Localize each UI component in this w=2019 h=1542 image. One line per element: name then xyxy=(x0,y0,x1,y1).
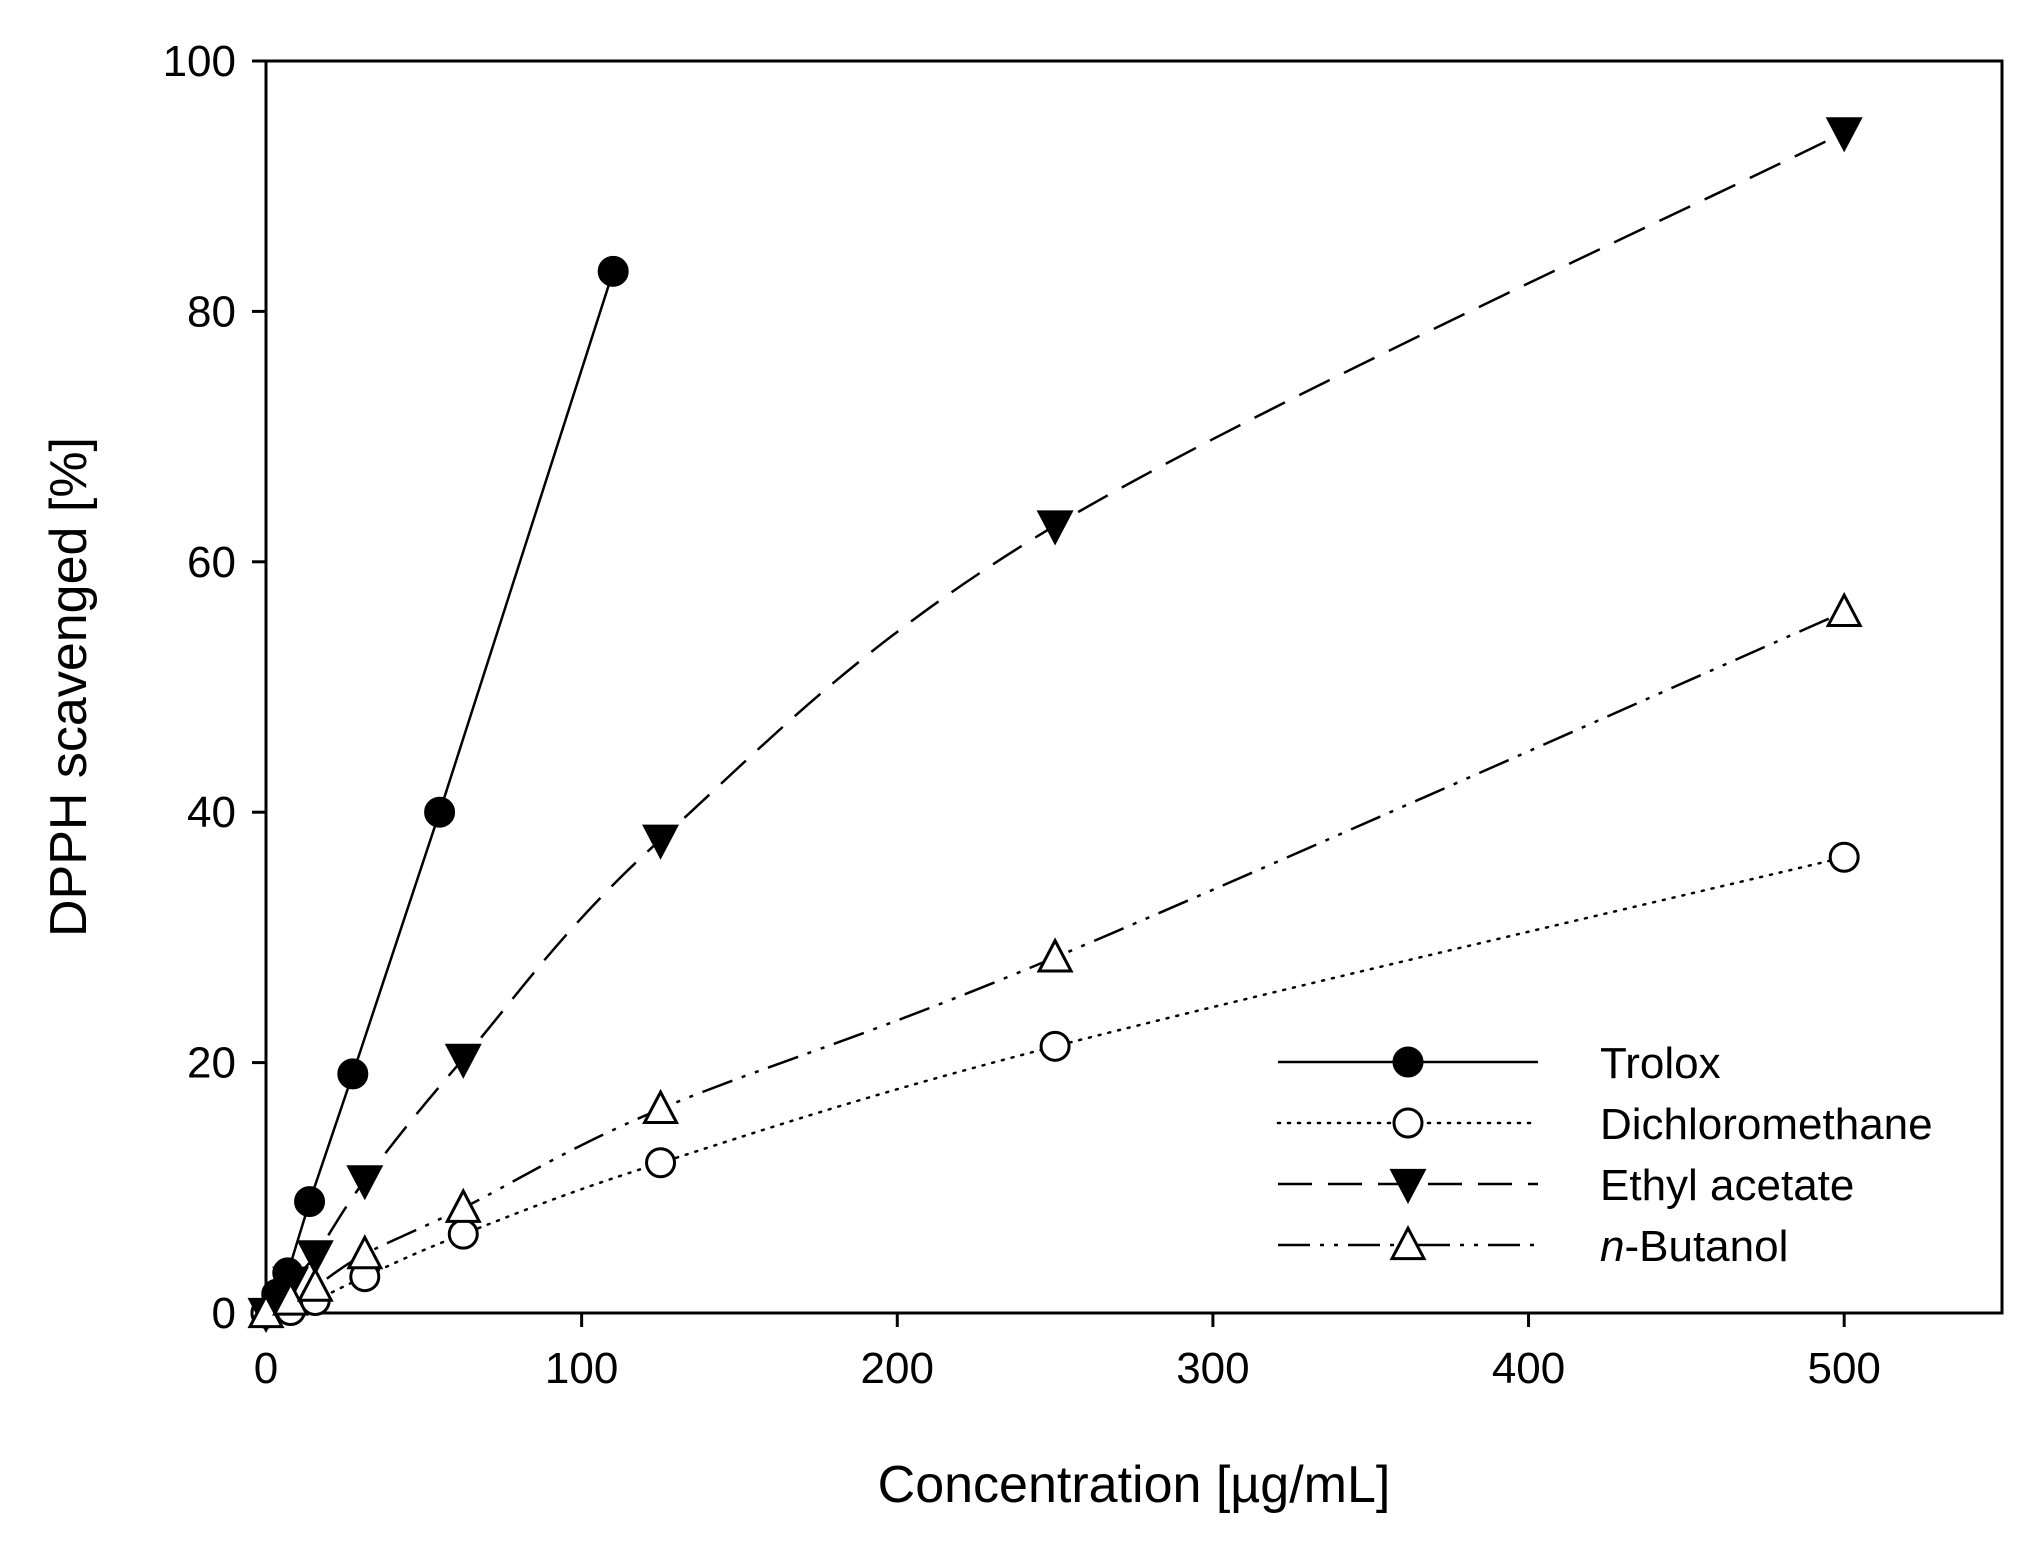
data-point xyxy=(444,1187,482,1223)
legend: Trolox Dichloromethane Ethyl acetate n-Buta… xyxy=(1276,1039,1933,1271)
data-point xyxy=(645,1147,677,1179)
x-axis-title: Concentration [µg/mL] xyxy=(878,1456,1391,1514)
legend-item: Ethyl acetate xyxy=(1278,1161,1854,1210)
legend-label: Trolox xyxy=(1600,1039,1721,1088)
x-tick-label: 500 xyxy=(1807,1344,1880,1393)
legend-marker xyxy=(1389,1168,1427,1205)
x-tick-label: 100 xyxy=(545,1344,618,1393)
x-tick-label: 0 xyxy=(254,1344,278,1393)
series-trolox xyxy=(250,255,629,1329)
data-point xyxy=(642,1088,680,1125)
data-point xyxy=(424,796,456,828)
data-point xyxy=(296,1266,334,1302)
data-point xyxy=(346,1165,384,1201)
data-point xyxy=(642,824,680,860)
x-tick-label: 400 xyxy=(1492,1344,1565,1393)
series-ethyl-acetate xyxy=(247,117,1863,1334)
y-tick-label: 60 xyxy=(187,538,236,587)
data-point xyxy=(597,255,629,287)
y-axis-ticks: 0 20 40 60 80 100 xyxy=(163,37,266,1338)
legend-marker xyxy=(1392,1046,1424,1078)
data-point xyxy=(337,1058,369,1090)
data-point xyxy=(1039,1030,1071,1062)
legend-item: n-Butanol xyxy=(1278,1222,1788,1271)
data-point xyxy=(294,1186,326,1218)
legend-label: Dichloromethane xyxy=(1600,1100,1933,1149)
y-axis-title: DPPH scavenged [%] xyxy=(40,437,98,937)
legend-label-text: Trolox xyxy=(1600,1039,1721,1088)
y-tick-label: 100 xyxy=(163,37,236,86)
legend-marker xyxy=(1389,1224,1427,1261)
data-point xyxy=(444,1043,482,1079)
legend-item: Trolox xyxy=(1278,1039,1721,1088)
y-tick-label: 80 xyxy=(187,287,236,336)
legend-label-text: -Butanol xyxy=(1624,1222,1788,1271)
series-n-butanol xyxy=(247,591,1863,1329)
data-point xyxy=(346,1234,384,1270)
series-layer xyxy=(247,117,1863,1334)
data-point xyxy=(447,1218,479,1250)
y-tick-label: 0 xyxy=(212,1289,236,1338)
data-point xyxy=(1828,841,1860,873)
legend-label: n-Butanol xyxy=(1600,1222,1788,1271)
y-tick-label: 20 xyxy=(187,1039,236,1088)
data-point xyxy=(296,1240,334,1276)
series-line xyxy=(264,270,615,1314)
x-tick-label: 300 xyxy=(1176,1344,1249,1393)
legend-item: Dichloromethane xyxy=(1276,1100,1933,1149)
x-tick-label: 200 xyxy=(861,1344,934,1393)
plot-frame xyxy=(264,59,2004,1315)
series-line xyxy=(265,610,1845,1315)
data-point xyxy=(247,1292,285,1329)
data-point xyxy=(1825,591,1863,627)
legend-marker xyxy=(1392,1107,1424,1139)
data-point xyxy=(1036,937,1074,973)
y-tick-label: 40 xyxy=(187,788,236,837)
x-axis-ticks: 0 100 200 300 400 500 xyxy=(254,1313,1881,1393)
legend-label-text: Ethyl acetate xyxy=(1600,1161,1854,1210)
legend-label: Ethyl acetate xyxy=(1600,1161,1854,1210)
data-point xyxy=(1036,510,1074,546)
legend-label-text: Dichloromethane xyxy=(1600,1100,1933,1149)
data-point xyxy=(1825,117,1863,153)
legend-label-italic: n xyxy=(1600,1222,1624,1271)
